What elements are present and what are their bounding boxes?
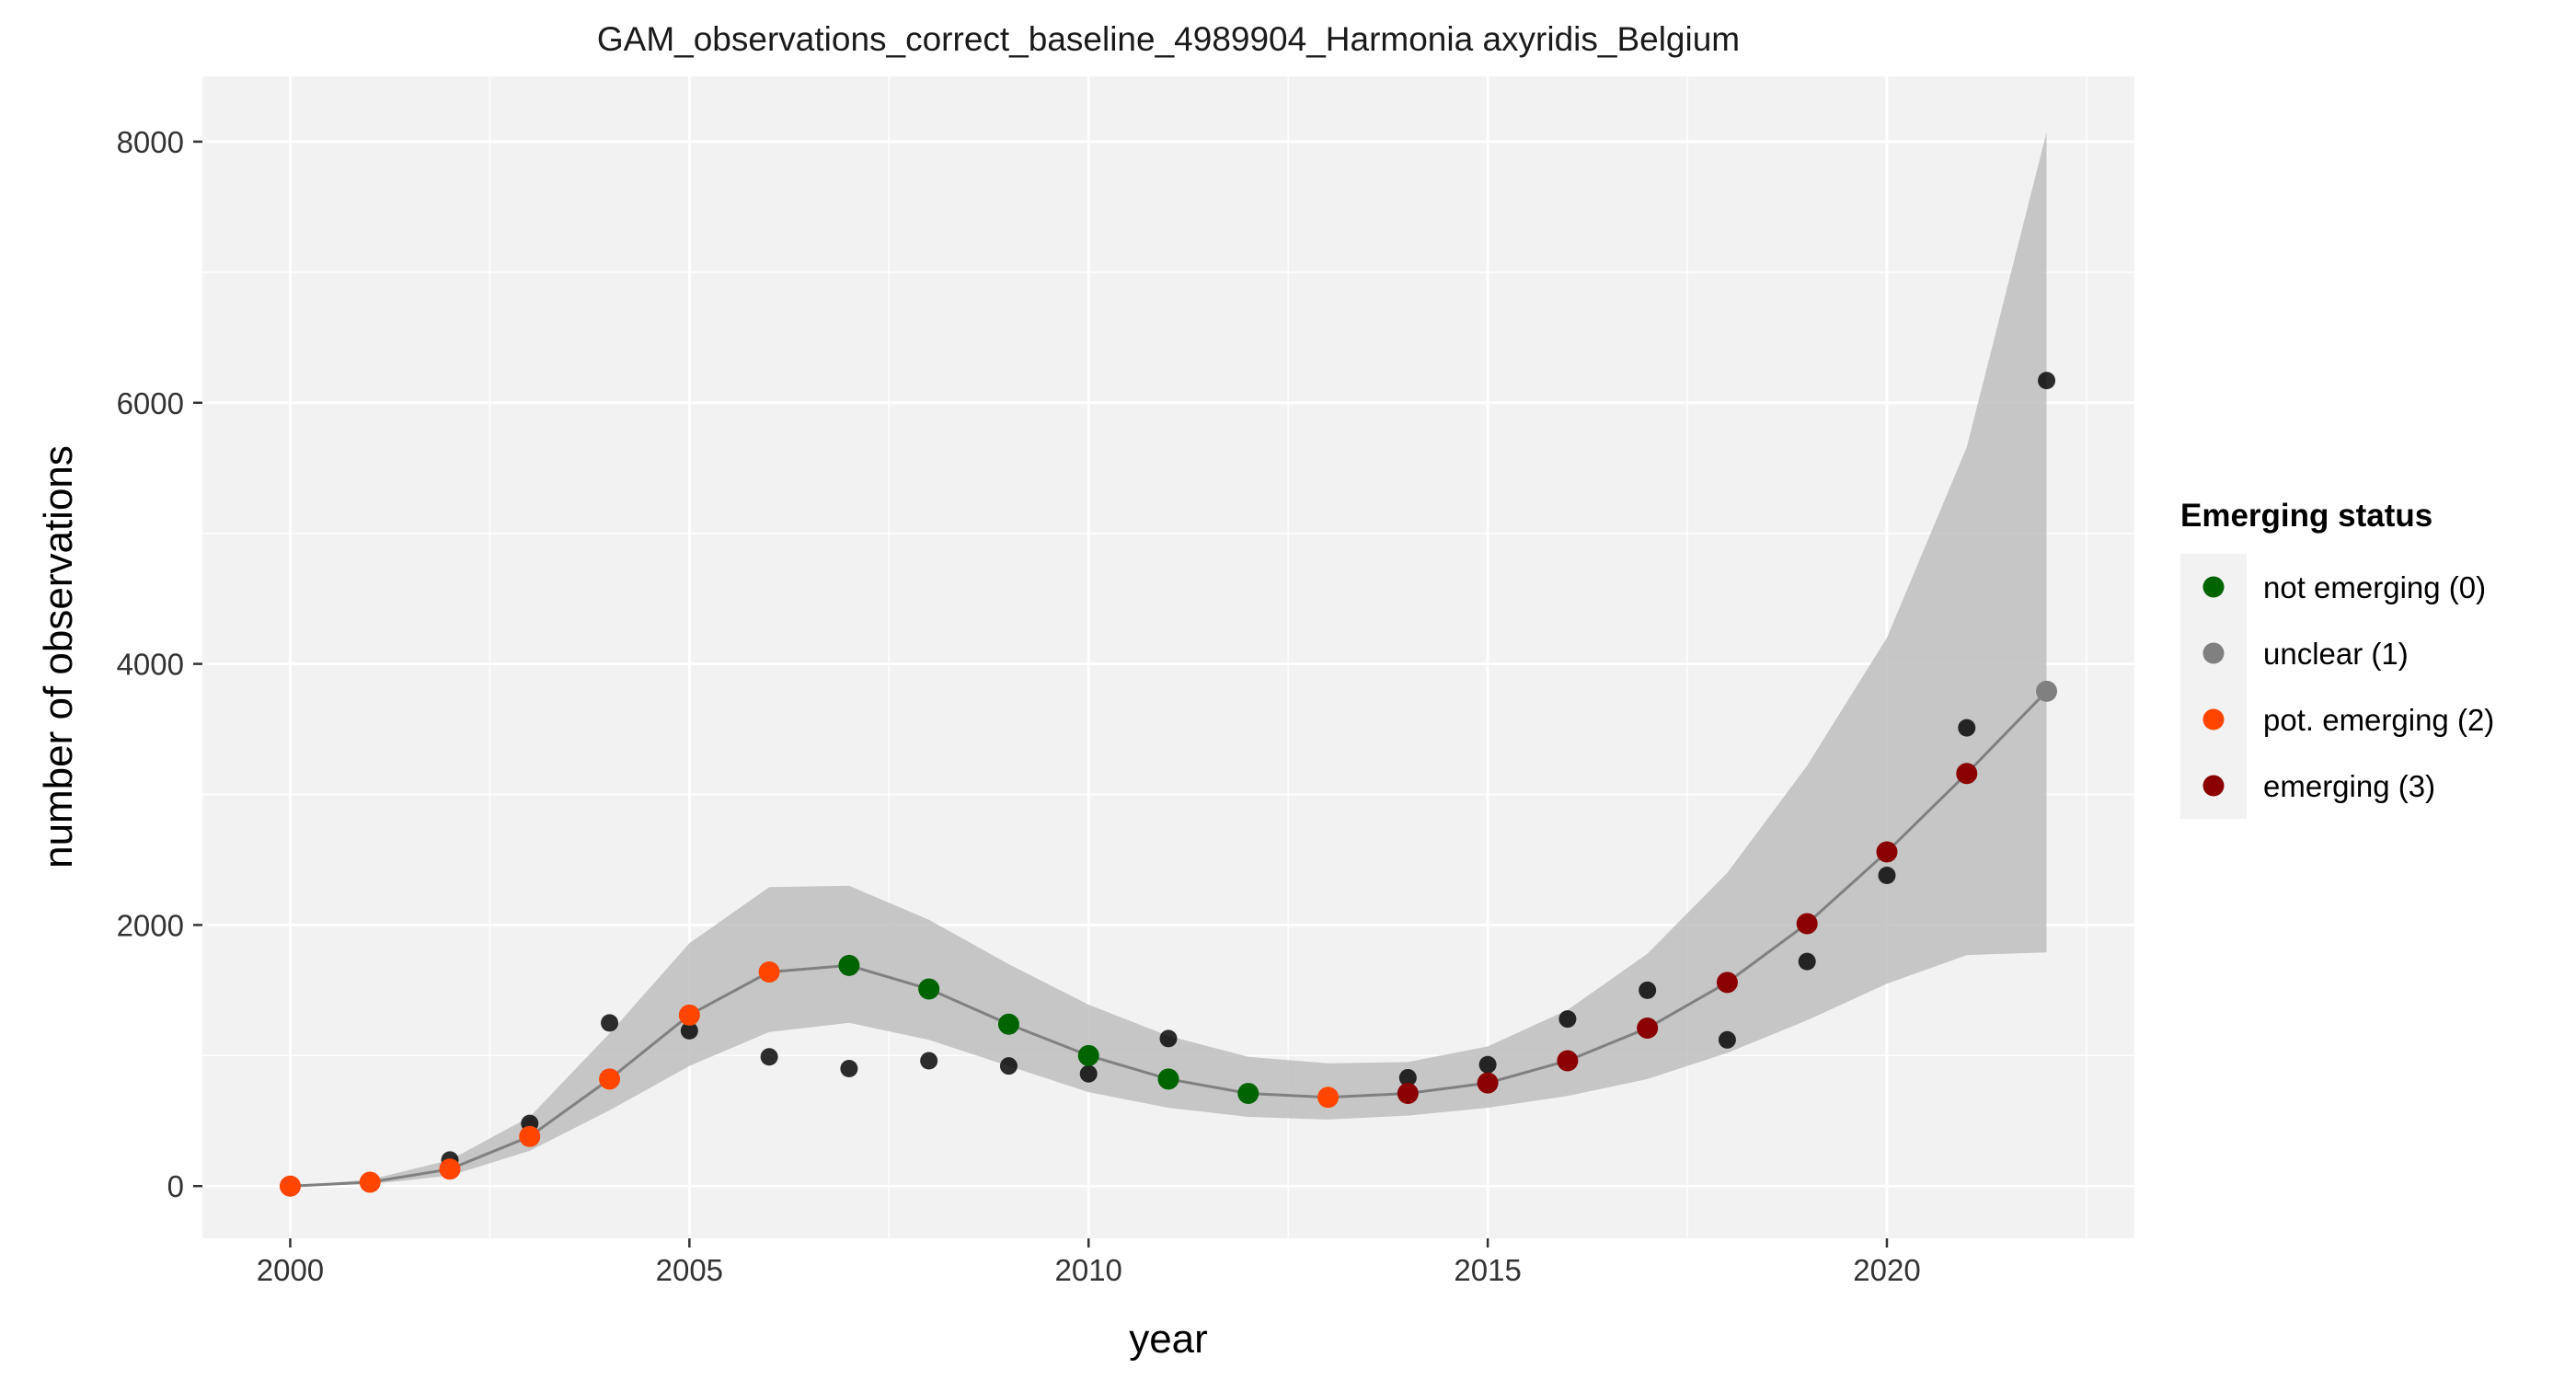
x-tick-label: 2020 [1853, 1253, 1920, 1287]
legend-entries: not emerging (0) unclear (1) pot. emerging… [2202, 570, 2494, 803]
fit-point [1077, 1044, 1099, 1066]
fit-point [2036, 680, 2058, 702]
legend-key [2202, 775, 2225, 797]
fit-point [439, 1158, 461, 1180]
fit-point [838, 954, 860, 976]
fit-point [1637, 1018, 1659, 1040]
axis-ticks [193, 140, 1889, 1248]
confidence-band [290, 132, 2047, 1187]
fit-point [1317, 1087, 1340, 1109]
confidence-band-layer [290, 132, 2047, 1187]
observed-point [920, 1052, 938, 1070]
legend-key-panel [2180, 554, 2247, 819]
fit-point [918, 978, 940, 1000]
fit-point [758, 961, 780, 983]
observed-point [601, 1014, 619, 1032]
fit-point [1876, 841, 1898, 863]
legend-label: unclear (1) [2263, 637, 2409, 671]
observed-point [2038, 372, 2056, 390]
fit-point [678, 1004, 700, 1026]
observed-point [1079, 1064, 1098, 1083]
fit-point [279, 1175, 301, 1197]
observed-point [1159, 1029, 1178, 1048]
x-axis-title: year [1129, 1317, 1208, 1362]
y-tick-label: 8000 [117, 125, 184, 159]
observed-point [760, 1048, 778, 1066]
legend-title: Emerging status [2180, 498, 2432, 534]
legend-key [2202, 642, 2225, 664]
x-tick-label: 2005 [656, 1253, 723, 1287]
x-tick-label: 2000 [257, 1253, 324, 1287]
legend: Emerging status not emerging (0) unclear … [2180, 498, 2494, 819]
legend-label: emerging (3) [2263, 769, 2435, 803]
x-tick-label: 2010 [1055, 1253, 1122, 1287]
legend-key [2202, 708, 2225, 730]
y-tick-label: 6000 [117, 386, 184, 420]
fit-point [599, 1068, 621, 1090]
y-axis-title: number of observations [36, 445, 81, 868]
fit-point [997, 1013, 1019, 1035]
observed-point [1398, 1068, 1417, 1087]
fit-point [519, 1125, 541, 1147]
fit-point [1157, 1068, 1179, 1090]
y-tick-label: 4000 [117, 648, 184, 682]
observed-point [1958, 719, 1976, 737]
observed-point [1558, 1010, 1577, 1029]
observed-point [1478, 1055, 1497, 1074]
y-tick-label: 2000 [117, 908, 184, 942]
observed-point [1878, 866, 1896, 884]
y-tick-labels: 0 2000 4000 6000 8000 [117, 125, 184, 1203]
fit-point [1397, 1082, 1419, 1104]
chart-title: GAM_observations_correct_baseline_498990… [597, 20, 1740, 58]
fit-point [1716, 972, 1738, 994]
x-tick-label: 2015 [1454, 1253, 1521, 1287]
y-tick-label: 0 [167, 1169, 184, 1203]
fit-point [1796, 913, 1818, 935]
fit-point [359, 1171, 381, 1193]
fit-point [1557, 1050, 1579, 1072]
observed-point [1718, 1030, 1736, 1049]
legend-key [2202, 576, 2225, 598]
observed-point [680, 1021, 698, 1040]
fit-points-layer [279, 680, 2058, 1197]
observed-point [1798, 952, 1816, 971]
observed-point [840, 1060, 858, 1078]
legend-label: pot. emerging (2) [2263, 703, 2494, 737]
fit-point [1477, 1072, 1499, 1094]
x-tick-labels: 2000 2005 2010 2015 2020 [257, 1253, 1921, 1287]
observed-point [999, 1057, 1018, 1075]
observed-point [1639, 981, 1657, 999]
fit-point [1237, 1082, 1259, 1104]
fit-point [1956, 763, 1978, 785]
legend-label: not emerging (0) [2263, 570, 2486, 604]
